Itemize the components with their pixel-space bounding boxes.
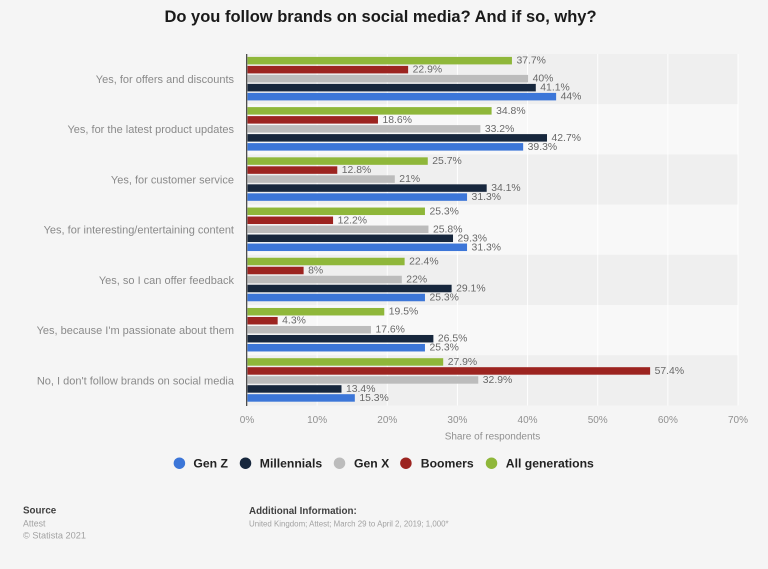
svg-text:Gen X: Gen X: [354, 457, 390, 471]
svg-text:Yes, so I can offer feedback: Yes, so I can offer feedback: [99, 275, 235, 287]
svg-text:60%: 60%: [658, 415, 678, 426]
svg-text:40%: 40%: [518, 415, 538, 426]
svg-text:31.3%: 31.3%: [472, 242, 501, 253]
svg-text:10%: 10%: [307, 415, 327, 426]
svg-text:15.3%: 15.3%: [359, 393, 388, 404]
svg-text:Boomers: Boomers: [421, 457, 474, 471]
svg-text:United Kingdom; Attest; March: United Kingdom; Attest; March 29 to Apri…: [249, 520, 449, 529]
svg-text:39.3%: 39.3%: [528, 142, 557, 153]
svg-text:22%: 22%: [406, 275, 427, 286]
svg-text:37.7%: 37.7%: [516, 56, 545, 67]
svg-text:18.6%: 18.6%: [382, 115, 411, 126]
svg-text:Yes, for offers and discounts: Yes, for offers and discounts: [96, 74, 235, 86]
svg-text:70%: 70%: [728, 415, 748, 426]
svg-text:22.9%: 22.9%: [413, 65, 442, 76]
svg-text:34.1%: 34.1%: [491, 183, 520, 194]
svg-text:42.7%: 42.7%: [552, 133, 581, 144]
svg-text:20%: 20%: [377, 415, 397, 426]
svg-text:41.1%: 41.1%: [540, 83, 569, 94]
svg-text:26.5%: 26.5%: [438, 334, 467, 345]
svg-text:Yes, for interesting/entertain: Yes, for interesting/entertaining conten…: [44, 225, 234, 237]
svg-text:Source: Source: [23, 506, 57, 517]
svg-text:25.3%: 25.3%: [429, 343, 458, 354]
svg-text:12.2%: 12.2%: [338, 215, 367, 226]
svg-text:12.8%: 12.8%: [342, 165, 371, 176]
svg-text:Share of respondents: Share of respondents: [445, 432, 541, 443]
svg-text:40%: 40%: [533, 74, 554, 85]
svg-text:8%: 8%: [308, 266, 323, 277]
svg-text:Yes, for the latest product up: Yes, for the latest product updates: [67, 124, 234, 136]
svg-text:32.9%: 32.9%: [483, 375, 512, 386]
svg-text:50%: 50%: [588, 415, 608, 426]
svg-text:13.4%: 13.4%: [346, 384, 375, 395]
svg-text:25.8%: 25.8%: [433, 224, 462, 235]
svg-text:27.9%: 27.9%: [448, 357, 477, 368]
svg-text:0%: 0%: [240, 415, 255, 426]
svg-text:30%: 30%: [447, 415, 467, 426]
svg-text:© Statista 2021: © Statista 2021: [23, 531, 86, 541]
svg-text:Additional Information:: Additional Information:: [249, 506, 357, 517]
svg-text:Millennials: Millennials: [260, 457, 323, 471]
svg-text:4.3%: 4.3%: [282, 316, 306, 327]
svg-text:Attest: Attest: [23, 519, 46, 529]
svg-text:29.3%: 29.3%: [458, 233, 487, 244]
svg-text:25.7%: 25.7%: [432, 156, 461, 167]
svg-text:Yes, because I'm passionate ab: Yes, because I'm passionate about them: [37, 325, 234, 337]
svg-text:29.1%: 29.1%: [456, 284, 485, 295]
svg-text:22.4%: 22.4%: [409, 257, 438, 268]
svg-text:44%: 44%: [561, 92, 582, 103]
svg-text:Do you follow brands on social: Do you follow brands on social media? An…: [164, 8, 596, 26]
svg-text:57.4%: 57.4%: [655, 366, 684, 377]
svg-text:31.3%: 31.3%: [472, 192, 501, 203]
svg-text:Gen Z: Gen Z: [193, 457, 228, 471]
svg-text:19.5%: 19.5%: [389, 307, 418, 318]
svg-text:No, I don't follow brands on s: No, I don't follow brands on social medi…: [37, 375, 235, 387]
svg-text:25.3%: 25.3%: [429, 293, 458, 304]
svg-text:Yes, for customer service: Yes, for customer service: [111, 174, 234, 186]
svg-text:21%: 21%: [399, 174, 420, 185]
svg-text:All generations: All generations: [506, 457, 594, 471]
svg-text:34.8%: 34.8%: [496, 106, 525, 117]
svg-text:17.6%: 17.6%: [375, 325, 404, 336]
svg-text:25.3%: 25.3%: [429, 206, 458, 217]
svg-text:33.2%: 33.2%: [485, 124, 514, 135]
